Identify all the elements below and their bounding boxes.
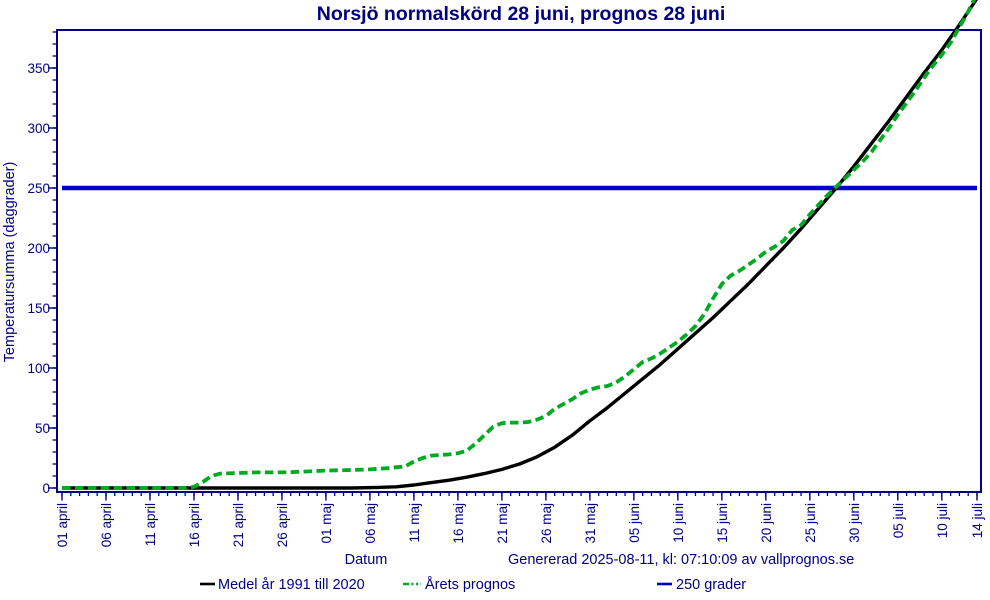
chart-title: Norsjö normalskörd 28 juni, prognos 28 j…: [317, 3, 725, 25]
x-tick-label: 30 juni: [847, 503, 862, 543]
y-tick-label: 350: [27, 61, 50, 76]
generated-timestamp: Genererad 2025-08-11, kl: 07:10:09 av va…: [508, 552, 854, 568]
x-tick-label: 05 juni: [627, 503, 642, 543]
x-tick-label: 10 juni: [671, 503, 686, 543]
x-tick-label: 25 juni: [803, 503, 818, 543]
prognos-line: [62, 0, 976, 490]
x-tick-label: 11 maj: [407, 503, 422, 543]
legend-item-prognos: Årets prognos: [403, 576, 515, 593]
x-tick-label: 14 juli: [970, 503, 985, 538]
plot-frame: [56, 29, 982, 493]
x-tick-label: 06 maj: [363, 503, 378, 544]
x-tick-label: 01 maj: [319, 503, 334, 544]
x-tick-label: 16 april: [187, 503, 202, 547]
x-tick-label: 21 maj: [495, 503, 510, 544]
x-axis-label: Datum: [345, 552, 388, 568]
y-tick-label: 50: [35, 421, 50, 436]
y-tick-label: 0: [42, 481, 50, 496]
x-tick-label: 10 juli: [935, 503, 950, 538]
y-tick-label: 200: [27, 241, 50, 256]
x-tick-label: 20 juni: [759, 503, 774, 543]
legend-label-prognos: Årets prognos: [425, 576, 515, 593]
x-tick-label: 21 april: [231, 503, 246, 547]
x-tick-label: 26 april: [275, 503, 290, 547]
medel-line: [62, 0, 978, 490]
y-tick-label: 300: [27, 121, 50, 136]
legend-label-threshold: 250 grader: [676, 577, 746, 593]
x-tick-label: 16 maj: [451, 503, 466, 544]
legend-item-threshold: 250 grader: [657, 577, 746, 593]
legend-item-medel: Medel år 1991 till 2020: [200, 577, 365, 593]
x-tick-label: 15 juni: [715, 503, 730, 543]
x-tick-label: 01 april: [55, 503, 70, 547]
y-axis-label: Temperatursumma (daggrader): [2, 162, 18, 363]
x-tick-label: 26 maj: [539, 503, 554, 544]
x-tick-label: 31 maj: [583, 503, 598, 544]
legend-label-medel: Medel år 1991 till 2020: [218, 577, 365, 593]
plot-area: 01 april 06 april 11 april 16 april 21 april…: [27, 0, 985, 547]
y-tick-label: 150: [27, 301, 50, 316]
x-tick-label: 06 april: [99, 503, 114, 547]
y-tick-label: 250: [27, 181, 50, 196]
x-tick-label: 11 april: [143, 503, 158, 546]
y-tick-label: 100: [27, 361, 50, 376]
x-tick-label: 05 juli: [891, 503, 906, 538]
legend: Medel år 1991 till 2020 Årets prognos 25…: [200, 576, 746, 593]
